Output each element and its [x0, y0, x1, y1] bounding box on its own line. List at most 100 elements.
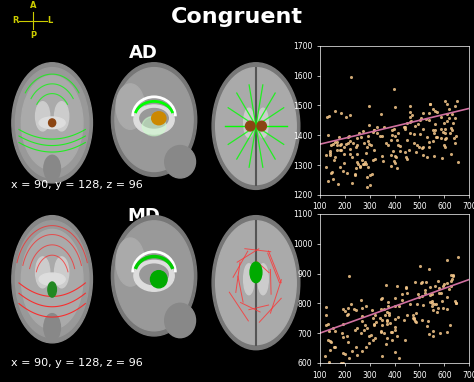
Point	[442, 126, 449, 132]
Point	[431, 283, 439, 290]
Point	[438, 154, 446, 160]
Point	[411, 123, 419, 129]
Point	[413, 141, 420, 147]
Ellipse shape	[212, 63, 300, 189]
Point	[362, 150, 370, 156]
Point	[441, 144, 449, 150]
Point	[429, 128, 437, 134]
Ellipse shape	[39, 117, 65, 129]
Point	[395, 303, 402, 309]
Point	[444, 306, 451, 312]
Point	[346, 146, 354, 152]
Point	[325, 359, 333, 365]
Point	[394, 142, 401, 148]
Point	[454, 98, 461, 104]
Point	[379, 133, 386, 139]
Point	[451, 139, 459, 146]
Point	[390, 86, 398, 92]
Point	[434, 305, 442, 311]
Point	[358, 318, 365, 324]
Text: P: P	[30, 31, 36, 40]
Point	[428, 291, 436, 297]
Point	[352, 171, 359, 177]
Point	[358, 157, 366, 163]
Point	[393, 137, 401, 143]
Point	[330, 157, 337, 163]
Point	[360, 327, 367, 333]
Point	[425, 139, 432, 145]
Point	[369, 307, 376, 313]
Point	[341, 151, 348, 157]
Point	[365, 133, 372, 139]
Ellipse shape	[15, 221, 89, 338]
Point	[362, 162, 370, 168]
Ellipse shape	[116, 238, 145, 286]
Point	[373, 130, 381, 136]
Point	[425, 110, 433, 116]
Point	[439, 305, 447, 311]
Point	[430, 153, 438, 159]
Point	[385, 311, 393, 317]
Ellipse shape	[250, 262, 262, 283]
Point	[412, 149, 420, 155]
Point	[406, 301, 414, 308]
Point	[360, 208, 368, 214]
Point	[455, 254, 462, 260]
Point	[421, 287, 428, 293]
Point	[443, 118, 451, 124]
Point	[334, 147, 341, 153]
Ellipse shape	[115, 221, 193, 331]
Point	[372, 319, 380, 325]
Point	[386, 320, 394, 326]
Point	[446, 130, 454, 136]
Point	[449, 273, 457, 279]
Point	[432, 301, 440, 307]
Point	[349, 348, 356, 354]
Point	[417, 115, 425, 121]
Point	[383, 335, 391, 341]
Point	[341, 351, 349, 358]
Point	[357, 133, 365, 139]
Point	[324, 132, 331, 138]
Point	[365, 141, 373, 147]
Point	[416, 117, 424, 123]
Point	[328, 367, 336, 373]
Point	[449, 272, 456, 278]
Point	[369, 314, 377, 320]
Point	[327, 142, 335, 149]
Point	[365, 340, 373, 346]
Point	[406, 103, 414, 109]
Point	[426, 284, 434, 290]
Point	[450, 135, 458, 141]
Point	[412, 310, 420, 316]
Point	[389, 337, 396, 343]
Point	[333, 142, 341, 148]
Point	[423, 115, 430, 121]
Point	[341, 308, 348, 314]
Point	[435, 285, 442, 291]
Point	[454, 159, 461, 165]
Point	[391, 133, 399, 139]
Point	[376, 133, 384, 139]
Point	[424, 318, 432, 324]
Ellipse shape	[44, 155, 61, 181]
Point	[339, 306, 347, 312]
Point	[421, 290, 428, 296]
Ellipse shape	[151, 270, 167, 288]
Point	[344, 339, 351, 345]
Point	[430, 332, 438, 338]
Point	[364, 174, 371, 180]
Point	[337, 360, 345, 366]
Point	[365, 103, 373, 109]
Point	[352, 144, 359, 150]
Point	[348, 154, 356, 160]
Ellipse shape	[115, 68, 193, 172]
Point	[388, 163, 395, 169]
Point	[324, 362, 332, 368]
Point	[410, 140, 418, 146]
Ellipse shape	[152, 112, 166, 125]
Point	[336, 142, 344, 149]
Point	[382, 312, 389, 318]
Point	[453, 300, 460, 306]
Point	[410, 312, 417, 318]
